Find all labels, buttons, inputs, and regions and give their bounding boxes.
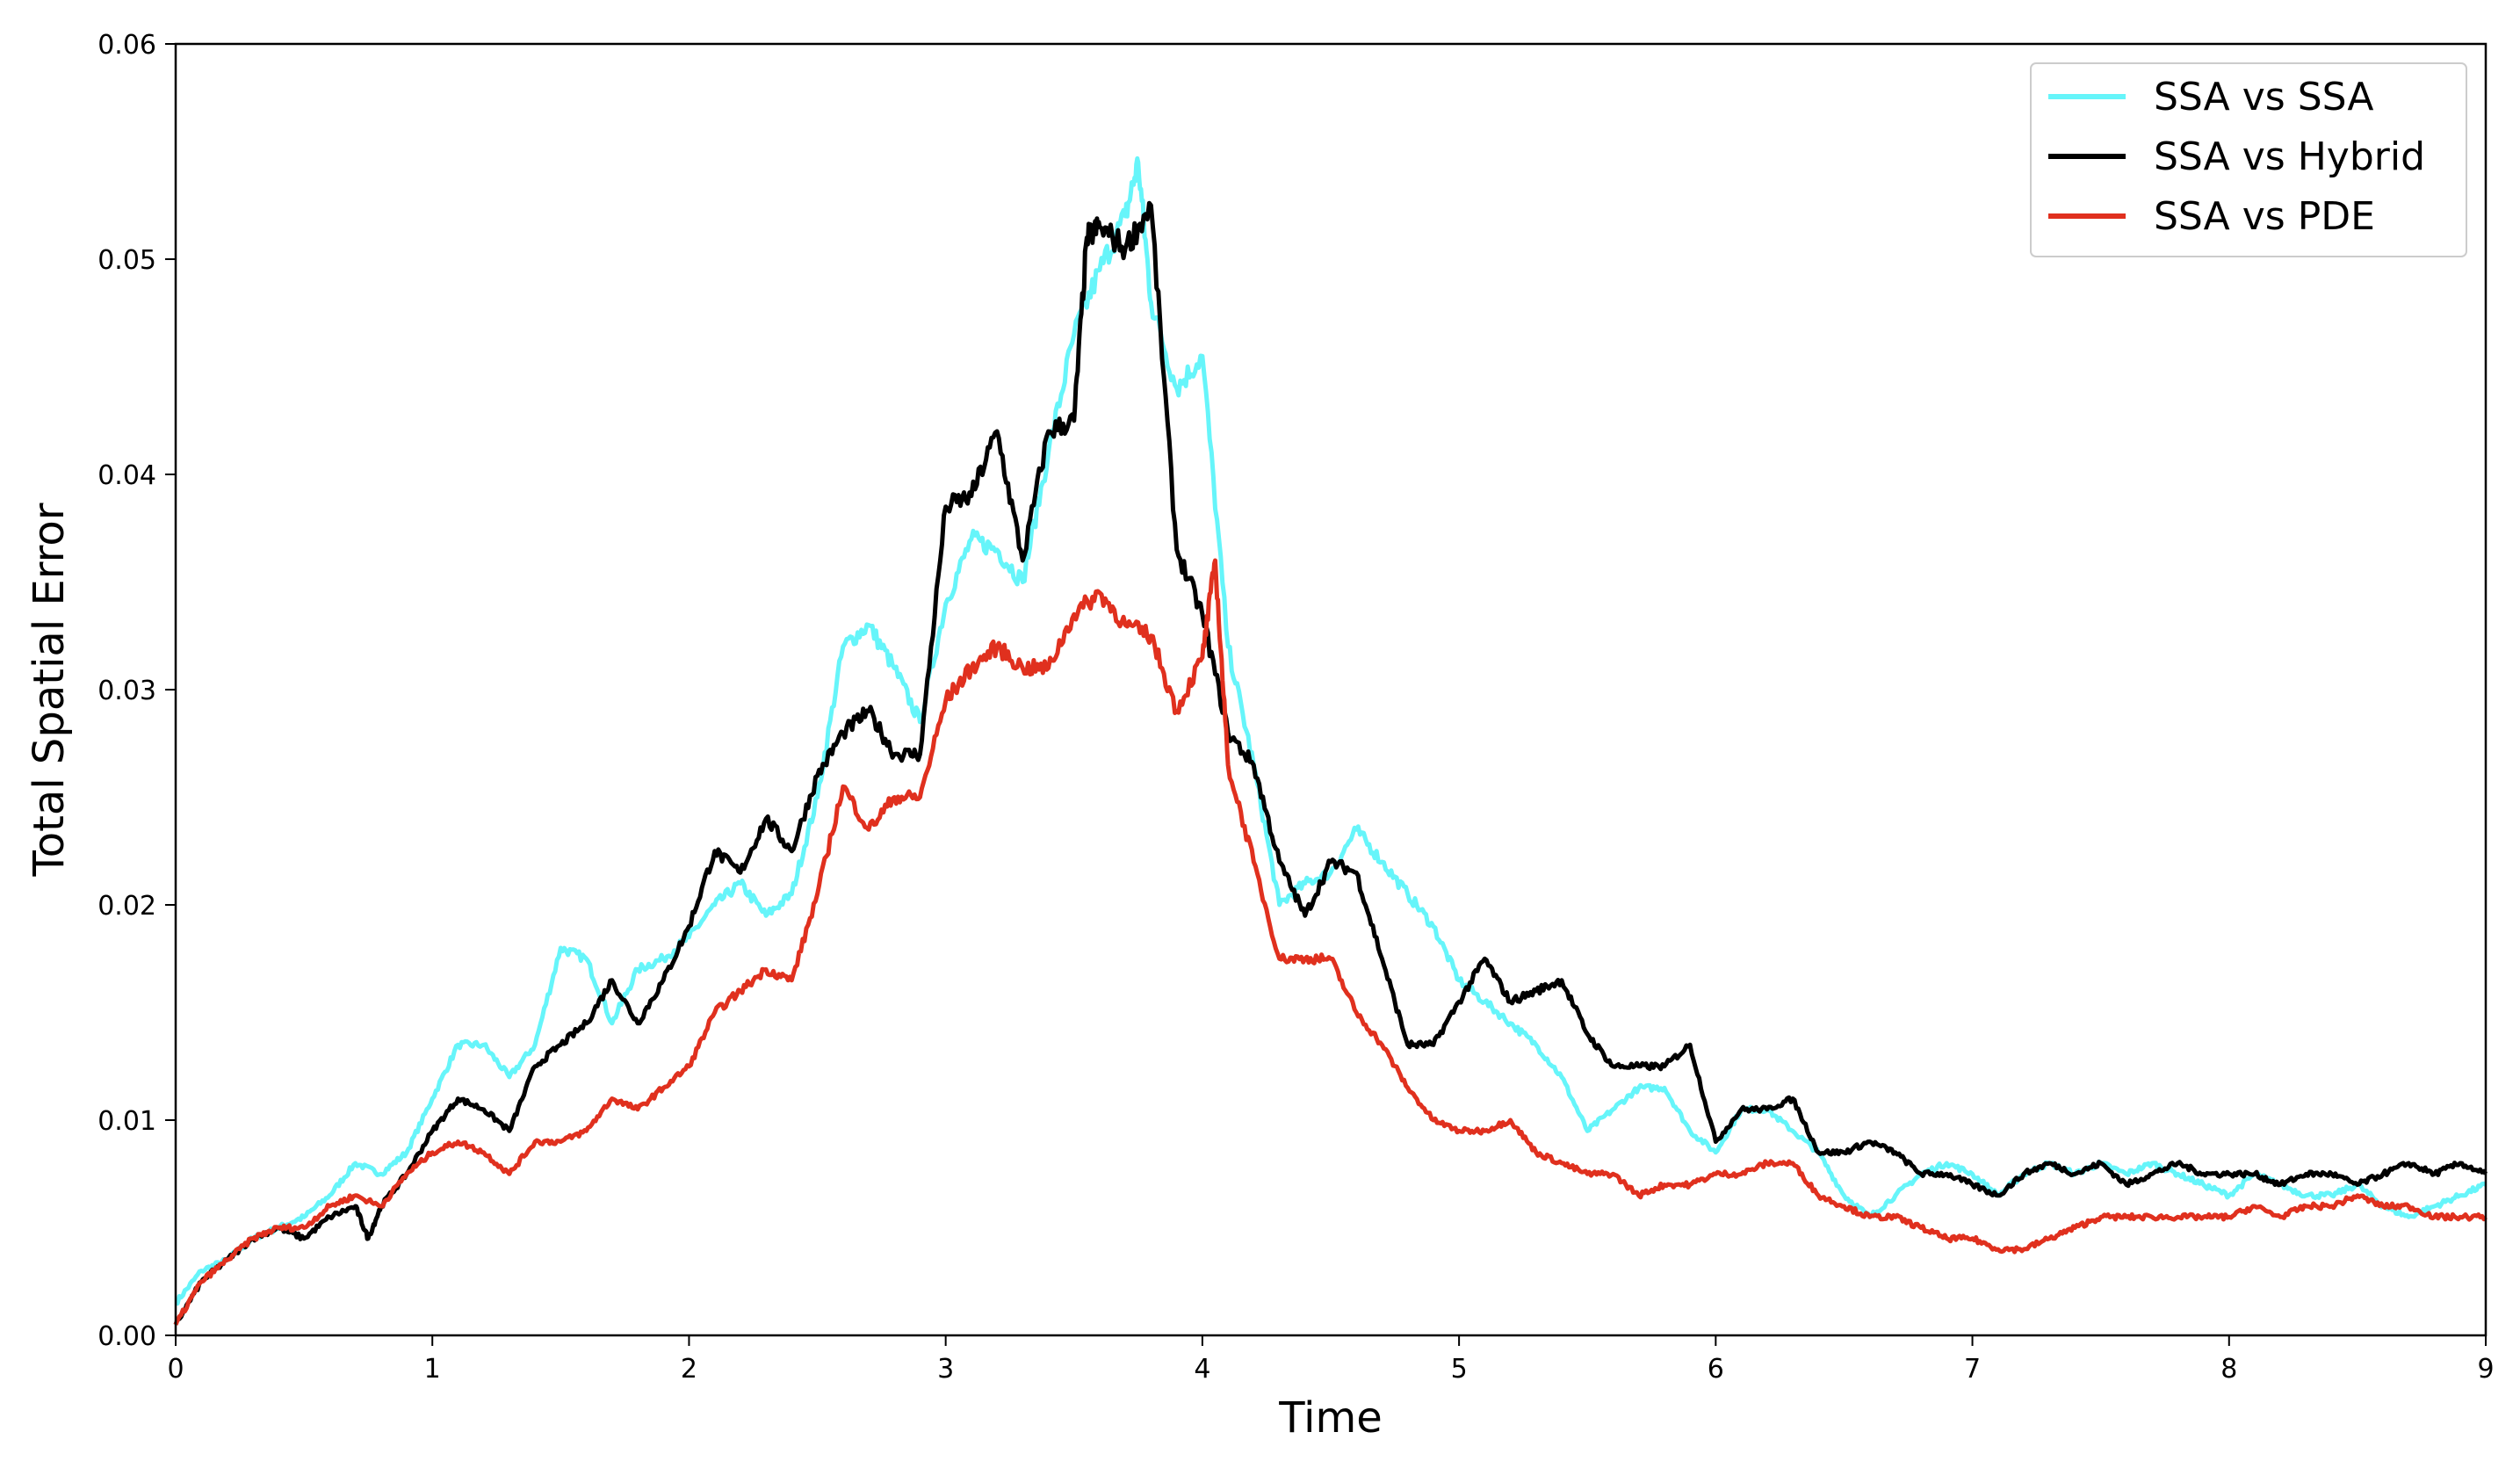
y-axis-title: Total Spatial Error: [25, 503, 74, 877]
legend-label: SSA vs PDE: [2154, 194, 2375, 239]
x-tick-label: 2: [681, 1354, 697, 1385]
legend-items: SSA vs SSA SSA vs Hybrid SSA vs PDE: [2048, 75, 2425, 239]
x-tick-label: 8: [2220, 1354, 2237, 1385]
x-tick-label: 0: [167, 1354, 184, 1385]
x-tick-label: 7: [1964, 1354, 1981, 1385]
x-tick-label: 5: [1451, 1354, 1468, 1385]
series-line-0: [175, 156, 2488, 1306]
x-axis-ticks: 0 1 2 3 4 5 6 7 8 9: [167, 1335, 2495, 1385]
y-tick-label: 0.01: [97, 1106, 156, 1137]
x-tick-label: 1: [424, 1354, 441, 1385]
y-tick-label: 0.04: [97, 460, 156, 491]
y-tick-label: 0.00: [97, 1321, 156, 1352]
legend-label: SSA vs Hybrid: [2154, 134, 2425, 179]
x-tick-label: 9: [2477, 1354, 2494, 1385]
series-line-1: [173, 200, 2488, 1326]
y-tick-label: 0.03: [97, 676, 156, 706]
x-tick-label: 3: [937, 1354, 954, 1385]
x-tick-label: 4: [1194, 1354, 1210, 1385]
x-tick-label: 6: [1708, 1354, 1724, 1385]
legend-box: [2030, 62, 2467, 257]
y-tick-label: 0.02: [97, 891, 156, 922]
y-axis-ticks: 0.00 0.01 0.02 0.03 0.04 0.05 0.06: [97, 30, 176, 1352]
legend-label: SSA vs SSA: [2154, 75, 2374, 119]
series-line-2: [173, 558, 2488, 1326]
y-tick-label: 0.06: [97, 30, 156, 61]
legend: SSA vs SSA SSA vs Hybrid SSA vs PDE: [2030, 62, 2467, 257]
x-axis-title: Time: [1278, 1393, 1382, 1443]
series-layer: [173, 156, 2488, 1326]
y-tick-label: 0.05: [97, 245, 156, 276]
